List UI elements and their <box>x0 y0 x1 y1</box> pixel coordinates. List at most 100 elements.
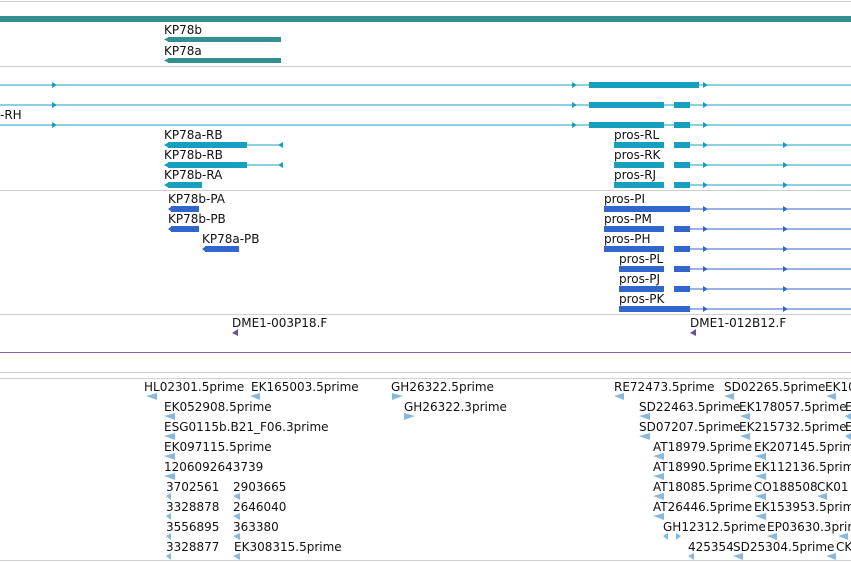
est-label[interactable]: SD22463.5prime <box>639 400 741 414</box>
protein-kp78b-pb[interactable] <box>168 226 199 232</box>
est-marker[interactable] <box>755 453 766 460</box>
est-label[interactable]: EK215732.5prime <box>739 420 847 434</box>
est-label[interactable]: RE72473.5prime <box>614 380 715 394</box>
est-marker[interactable] <box>755 493 766 500</box>
est-marker[interactable] <box>826 393 836 400</box>
est-marker[interactable] <box>166 553 171 560</box>
est-marker[interactable] <box>164 433 175 440</box>
est-label[interactable]: EK10 <box>825 380 851 394</box>
protein-pros-pi[interactable] <box>604 206 851 212</box>
transcript-label-kp78a-rb[interactable]: KP78a-RB <box>164 128 223 142</box>
transcript-long-2[interactable] <box>0 102 851 108</box>
est-marker[interactable] <box>653 473 664 480</box>
est-label[interactable]: EK165003.5prime <box>251 380 359 394</box>
protein-pros-pk[interactable] <box>619 306 851 312</box>
clone-label-dme1-012b12[interactable]: DME1-012B12.F <box>690 316 787 330</box>
est-label[interactable]: 2646040 <box>233 500 287 514</box>
gene-span-bar[interactable] <box>0 16 851 22</box>
est-marker[interactable] <box>755 473 766 480</box>
est-marker[interactable] <box>755 513 766 520</box>
transcript-kp78b-ra[interactable] <box>164 182 202 188</box>
gene-label-kp78a[interactable]: KP78a <box>164 44 202 58</box>
protein-pros-ph[interactable] <box>604 246 851 252</box>
transcript-pros-rj[interactable] <box>614 182 851 188</box>
est-marker[interactable] <box>740 413 750 420</box>
est-label[interactable]: 363380 <box>233 520 279 534</box>
gene-kp78b-bar[interactable] <box>168 37 281 42</box>
est-marker[interactable] <box>639 433 650 440</box>
protein-label-pros-ph[interactable]: pros-PH <box>604 232 651 246</box>
est-marker[interactable] <box>164 453 175 460</box>
protein-label-kp78b-pa[interactable]: KP78b-PA <box>168 192 225 206</box>
est-marker[interactable] <box>233 493 240 500</box>
est-marker[interactable] <box>233 533 240 540</box>
est-label[interactable]: GH26322.5prime <box>391 380 494 394</box>
est-label[interactable]: SD02265.5prime <box>724 380 826 394</box>
est-marker[interactable] <box>724 393 734 400</box>
est-marker[interactable] <box>653 453 664 460</box>
est-marker[interactable] <box>845 413 851 420</box>
protein-label-pros-pl[interactable]: pros-PL <box>619 252 664 266</box>
est-label[interactable]: EK207145.5prime <box>754 440 851 454</box>
est-marker[interactable] <box>164 473 175 480</box>
transcript-long-1[interactable] <box>0 82 851 88</box>
est-label[interactable]: HL02301.5prime <box>144 380 245 394</box>
est-marker[interactable] <box>164 413 175 420</box>
est-label[interactable]: 2903665 <box>233 480 287 494</box>
est-label[interactable]: EK308315.5prime <box>234 540 342 554</box>
transcript-label-pros-rl[interactable]: pros-RL <box>614 128 660 142</box>
est-marker[interactable] <box>838 533 848 540</box>
est-marker[interactable] <box>639 413 650 420</box>
protein-pros-pm[interactable] <box>604 226 851 232</box>
est-marker[interactable] <box>733 553 743 560</box>
est-marker[interactable] <box>653 493 664 500</box>
clone-dme1-012b12-marker[interactable] <box>690 329 696 336</box>
transcript-label-rh[interactable]: -RH <box>0 108 22 122</box>
protein-label-pros-pk[interactable]: pros-PK <box>619 292 665 306</box>
est-label[interactable]: 3328878 <box>166 500 220 514</box>
est-marker[interactable] <box>233 553 240 560</box>
est-label[interactable]: 1206092643739 <box>164 460 264 474</box>
transcript-long-3[interactable] <box>0 122 851 128</box>
est-label[interactable]: GH26322.3prime <box>404 400 507 414</box>
est-label[interactable]: 3556895 <box>166 520 220 534</box>
est-label[interactable]: 3702561 <box>166 480 220 494</box>
est-label[interactable]: EK178057.5prime <box>739 400 847 414</box>
est-label[interactable]: EK153953.5prime <box>754 500 851 514</box>
est-label[interactable]: EK112136.5prime <box>754 460 851 474</box>
est-marker[interactable] <box>817 493 827 500</box>
transcript-kp78b-rb[interactable] <box>164 162 283 168</box>
protein-kp78a-pb[interactable] <box>202 246 239 252</box>
est-label[interactable]: E <box>845 420 851 434</box>
transcript-pros-rk[interactable] <box>614 162 851 168</box>
est-marker[interactable] <box>688 553 694 560</box>
transcript-label-kp78b-ra[interactable]: KP78b-RA <box>164 168 223 182</box>
est-marker[interactable] <box>767 533 777 540</box>
transcript-label-kp78b-rb[interactable]: KP78b-RB <box>164 148 223 162</box>
est-label[interactable]: AT18085.5prime <box>653 480 753 494</box>
protein-label-kp78a-pb[interactable]: KP78a-PB <box>202 232 260 246</box>
clone-dme1-003p18-marker[interactable] <box>232 329 238 336</box>
clone-label-dme1-003p18[interactable]: DME1-003P18.F <box>232 316 328 330</box>
est-marker[interactable] <box>653 513 664 520</box>
est-label[interactable]: 3328877 <box>166 540 220 554</box>
protein-label-pros-pm[interactable]: pros-PM <box>604 212 652 226</box>
gene-label-kp78b[interactable]: KP78b <box>164 23 202 37</box>
est-marker[interactable] <box>740 433 750 440</box>
transcript-kp78a-rb[interactable] <box>164 142 283 148</box>
est-label[interactable]: EK097115.5prime <box>164 440 272 454</box>
est-label[interactable]: GH12312.5prime <box>663 520 766 534</box>
transcript-label-pros-rj[interactable]: pros-RJ <box>614 168 657 182</box>
est-marker[interactable] <box>826 553 836 560</box>
est-marker[interactable] <box>166 493 171 500</box>
est-label[interactable]: E <box>845 400 851 414</box>
transcript-label-pros-rk[interactable]: pros-RK <box>614 148 661 162</box>
est-label[interactable]: AT18979.5prime <box>653 440 753 454</box>
est-label[interactable]: AT18990.5prime <box>653 460 753 474</box>
est-label[interactable]: CO188508 <box>754 480 818 494</box>
est-marker[interactable] <box>392 393 403 400</box>
est-label[interactable]: EK052908.5prime <box>164 400 272 414</box>
est-marker[interactable] <box>250 393 260 400</box>
est-label[interactable]: CK <box>836 540 851 554</box>
est-marker[interactable] <box>146 393 157 400</box>
